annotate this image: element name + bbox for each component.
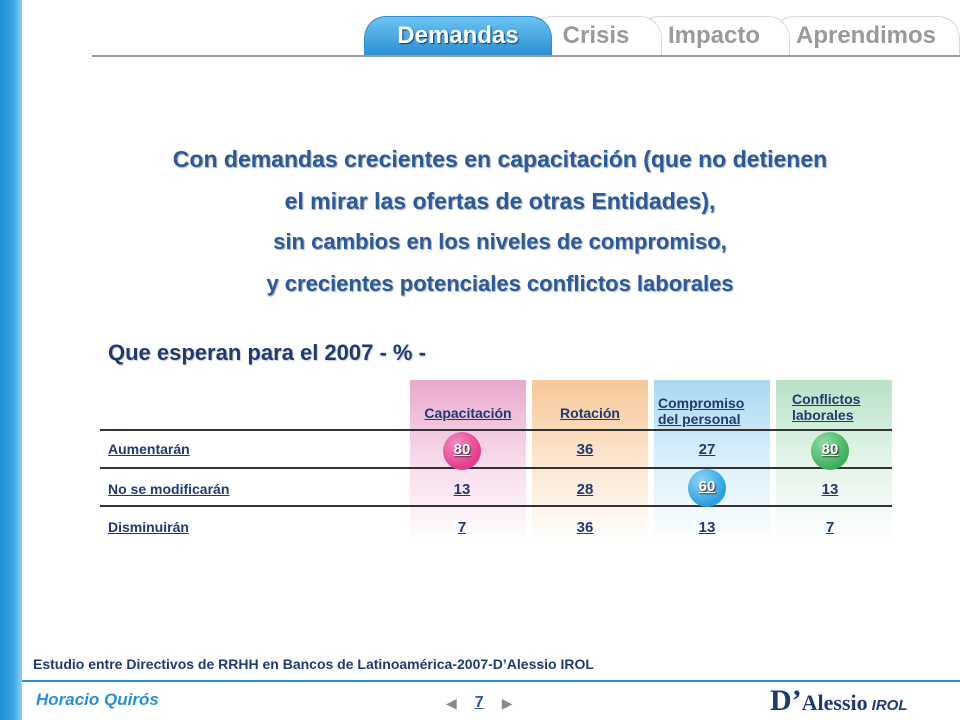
logo-name: Alessio [801,690,868,715]
section-tabs: Demandas Crisis Impacto Aprendimos [360,16,960,56]
previous-slide-icon[interactable]: ◀ [446,694,457,711]
row-label-aumentaran: Aumentarán [108,441,190,457]
cell-no-se-modificaran-compromiso: 60 [698,478,716,495]
cell-no-se-modificaran-conflictos: 13 [821,481,839,498]
tab-crisis[interactable]: Crisis [530,16,662,55]
highlight-bubble-compromiso [688,469,726,507]
headline-line-4: y crecientes potenciales conflictos labo… [266,271,734,296]
cell-disminuiran-conflictos: 7 [825,519,835,536]
cell-no-se-modificaran-rotacion: 28 [576,481,594,498]
column-bg-rotacion [532,380,648,542]
cell-no-se-modificaran-capacitacion: 13 [453,481,471,498]
cell-aumentaran-rotacion: 36 [576,441,594,458]
author-name: Horacio Quirós [36,690,159,709]
column-header-conflictos: Conflictos laborales [792,391,861,423]
header-separator [100,429,892,431]
cell-aumentaran-compromiso: 27 [698,441,716,458]
table-subtitle: Que esperan para el 2007 - % - [108,340,426,365]
row-label-disminuiran: Disminuirán [108,519,189,535]
highlight-bubble-capacitacion [443,432,481,470]
logo-d: D’ [770,684,802,717]
row-separator-2 [100,505,892,507]
headline-line-2: el mirar las ofertas de otras Entidades)… [284,188,716,214]
column-header-rotacion: Rotación [560,405,620,421]
tab-aprendimos[interactable]: Aprendimos [772,16,960,55]
column-header-capacitacion: Capacitación [424,405,512,421]
cell-aumentaran-capacitacion: 80 [453,441,471,458]
dalessio-irol-logo: D’Alessio IROL [770,684,908,718]
column-header-compromiso: Compromiso del personal [658,395,745,427]
slide-pager: ◀ 7 ▶ [446,694,512,712]
cell-disminuiran-rotacion: 36 [576,519,594,536]
next-slide-icon[interactable]: ▶ [501,694,513,711]
row-separator-1 [100,467,892,469]
headline-line-3: sin cambios en los niveles de compromiso… [273,229,727,254]
cell-disminuiran-compromiso: 13 [698,519,716,536]
tab-impacto[interactable]: Impacto [638,16,790,55]
column-bg-compromiso [654,380,770,542]
highlight-bubble-conflictos [811,432,849,470]
cell-aumentaran-conflictos: 80 [821,441,839,458]
cell-disminuiran-capacitacion: 7 [457,519,467,536]
headline-line-1: Con demandas crecientes en capacitación … [172,146,828,172]
row-label-no-se-modificaran: No se modificarán [108,481,230,497]
source-footnote: Estudio entre Directivos de RRHH en Banc… [33,656,594,672]
footer-rule [22,680,960,682]
logo-suffix: IROL [871,697,908,714]
page-number: 7 [474,694,484,711]
tab-demandas[interactable]: Demandas [364,16,552,55]
left-accent-bar [0,0,22,720]
tab-underline [92,55,960,57]
